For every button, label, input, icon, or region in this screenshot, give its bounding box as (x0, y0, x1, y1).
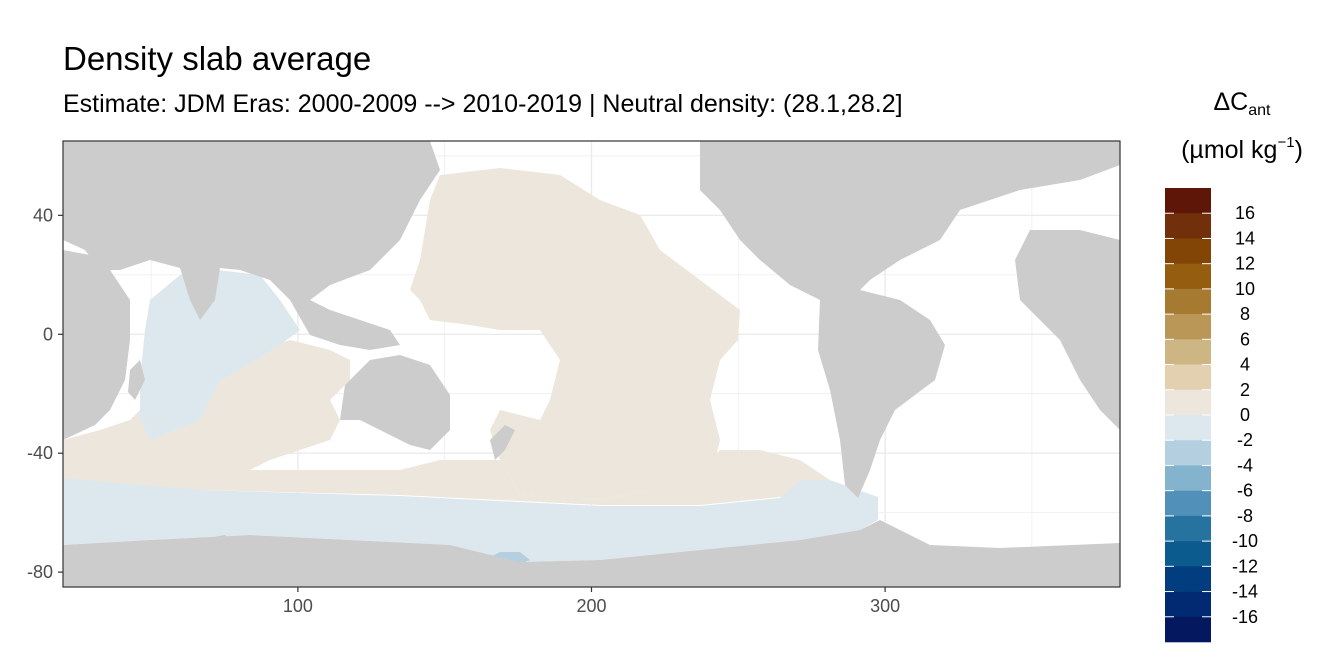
region-southern-positive (63, 340, 850, 505)
legend-label: 10 (1235, 279, 1255, 299)
legend-title-line2: (µmol kg−1) (1152, 134, 1332, 165)
land-southeast-asia (290, 300, 400, 350)
legend-label: 4 (1240, 355, 1250, 375)
legend-swatch (1165, 465, 1211, 491)
legend-swatch (1165, 263, 1211, 290)
legend-label: -14 (1232, 582, 1258, 602)
y-tick-label: -40 (27, 443, 53, 463)
land-australia (340, 355, 450, 450)
legend-swatch (1165, 389, 1211, 416)
land-south-america (818, 290, 945, 498)
legend-colorbar: 16 14 12 10 8 6 4 2 0 -2 -4 -6 -8 -10 -12 -14 -16 (1165, 188, 1258, 643)
legend-label: 12 (1235, 254, 1255, 274)
legend-title-superscript: −1 (1277, 134, 1295, 151)
land-madagascar (128, 360, 145, 400)
x-tick-label: 200 (576, 596, 606, 616)
x-tick-label: 300 (870, 596, 900, 616)
legend-swatch (1165, 591, 1211, 618)
legend-swatch (1165, 440, 1211, 466)
legend-label: 8 (1240, 304, 1250, 324)
y-tick-label: 0 (43, 324, 53, 344)
y-tick-label: -80 (27, 562, 53, 582)
legend-swatch (1165, 288, 1211, 315)
legend-title-unit-close: ) (1294, 136, 1303, 164)
land-north-america (700, 141, 1120, 300)
legend-swatch (1165, 490, 1211, 517)
legend-label: -10 (1232, 531, 1258, 551)
legend-swatch (1165, 415, 1211, 441)
region-indian (140, 268, 300, 440)
legend-label: -8 (1237, 506, 1253, 526)
land-antarctica (63, 520, 1120, 587)
land-india (180, 268, 220, 320)
legend-swatch (1165, 213, 1211, 239)
land-africa-east (63, 250, 130, 440)
legend-swatch (1165, 188, 1211, 214)
legend-label: 0 (1240, 405, 1250, 425)
legend-swatch (1165, 339, 1211, 365)
legend-label: 2 (1240, 380, 1250, 400)
legend-label: 14 (1235, 228, 1255, 248)
legend-label: -12 (1232, 556, 1258, 576)
legend-label: -16 (1232, 607, 1258, 627)
legend-swatch (1165, 616, 1211, 643)
legend-title-symbol: ΔC (1213, 88, 1249, 116)
chart-title: Density slab average (63, 40, 372, 77)
y-tick-label: 40 (33, 205, 53, 225)
land-new-zealand (490, 425, 515, 460)
region-pacific (410, 168, 740, 500)
x-tick-label: 100 (283, 596, 313, 616)
legend-swatch (1165, 238, 1211, 264)
legend-title-line1: ΔCant (1152, 88, 1332, 120)
land-africa-west (1015, 230, 1120, 430)
map-layer (63, 141, 1120, 587)
land-eurasia (63, 141, 440, 300)
chart-subtitle: Estimate: JDM Eras: 2000-2009 --> 2010-2… (63, 90, 903, 118)
legend-swatch (1165, 314, 1211, 340)
legend-label: -4 (1237, 455, 1253, 475)
legend-label: -2 (1237, 430, 1253, 450)
legend-title-subscript: ant (1248, 102, 1271, 119)
legend-title-unit: (µmol kg (1181, 136, 1278, 164)
region-southern-ocean (63, 478, 878, 562)
legend-swatch (1165, 515, 1211, 542)
legend-swatch (1165, 541, 1211, 567)
legend-swatch (1165, 364, 1211, 391)
legend-swatch (1165, 566, 1211, 592)
legend-label: -6 (1237, 481, 1253, 501)
legend-label: 16 (1235, 203, 1255, 223)
legend-label: 6 (1240, 329, 1250, 349)
